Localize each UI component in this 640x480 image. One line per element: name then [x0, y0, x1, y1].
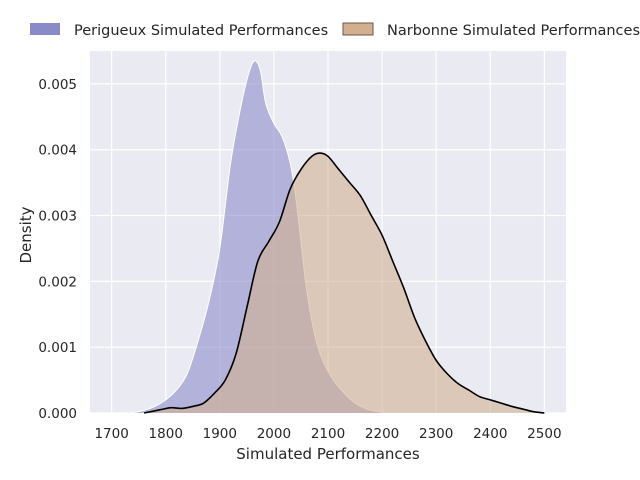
series-layer — [130, 60, 545, 414]
x-tick-label: 2400 — [473, 426, 507, 442]
x-tick-label: 2100 — [311, 426, 345, 442]
y-tick-labels: 0.000 0.001 0.002 0.003 0.004 0.005 — [38, 77, 77, 422]
y-axis-title: Density — [17, 206, 35, 263]
series-line-2 — [143, 152, 545, 414]
series-area-1 — [130, 60, 391, 414]
y-tick-label: 0.004 — [38, 143, 77, 159]
legend-swatch-1 — [30, 23, 60, 35]
y-tick-label: 0.002 — [38, 274, 77, 290]
x-tick-labels: 1700 1800 1900 2000 2100 2200 2300 2400 2500 — [94, 426, 561, 442]
legend-swatch-2 — [342, 22, 374, 36]
y-tick-label: 0.001 — [38, 340, 77, 356]
x-tick-label: 1800 — [149, 426, 183, 442]
y-tick-label: 0.000 — [38, 406, 77, 422]
x-tick-label: 2200 — [365, 426, 399, 442]
x-tick-label: 2500 — [527, 426, 561, 442]
series-area-2 — [144, 153, 545, 413]
x-tick-label: 2000 — [257, 426, 291, 442]
x-tick-label: 1900 — [203, 426, 237, 442]
legend-label-1: Perigueux Simulated Performances — [74, 23, 328, 39]
x-tick-label: 2300 — [419, 426, 453, 442]
x-axis-title: Simulated Performances — [236, 445, 420, 463]
x-tick-label: 1700 — [94, 426, 128, 442]
y-tick-label: 0.003 — [38, 209, 77, 225]
y-tick-label: 0.005 — [38, 77, 77, 93]
legend: Perigueux Simulated Performances Narbonne… — [30, 22, 640, 39]
legend-label-2: Narbonne Simulated Performances — [387, 23, 640, 39]
